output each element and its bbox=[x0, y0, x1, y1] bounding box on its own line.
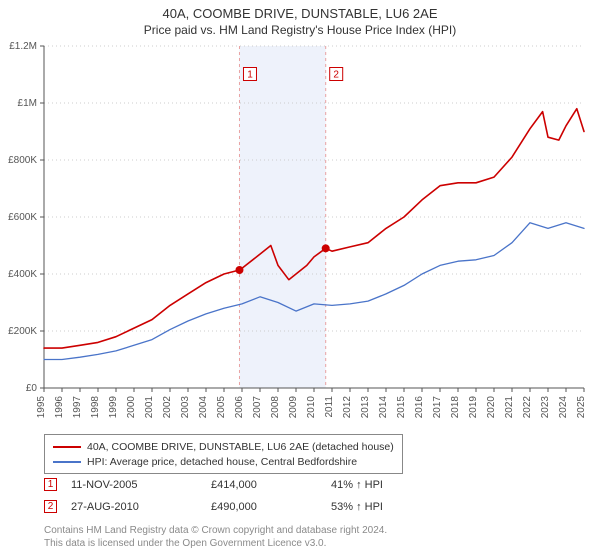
x-tick-label: 2002 bbox=[162, 396, 173, 419]
x-tick-label: 2022 bbox=[522, 396, 533, 419]
x-tick-label: 2014 bbox=[378, 396, 389, 419]
x-tick-label: 2008 bbox=[270, 396, 281, 419]
chart-container: 40A, COOMBE DRIVE, DUNSTABLE, LU6 2AE Pr… bbox=[0, 0, 600, 560]
x-tick-label: 2023 bbox=[540, 396, 551, 419]
x-tick-label: 1995 bbox=[36, 396, 47, 419]
footer-line-2: This data is licensed under the Open Gov… bbox=[44, 537, 387, 550]
x-tick-label: 2015 bbox=[396, 396, 407, 419]
y-tick-label: £1.2M bbox=[9, 41, 37, 52]
x-tick-label: 1999 bbox=[108, 396, 119, 419]
legend-swatch bbox=[53, 461, 81, 463]
y-tick-label: £600K bbox=[8, 212, 37, 223]
x-tick-label: 1998 bbox=[90, 396, 101, 419]
legend-item: 40A, COOMBE DRIVE, DUNSTABLE, LU6 2AE (d… bbox=[53, 439, 394, 454]
x-tick-label: 1996 bbox=[54, 396, 65, 419]
sale-marker-box: 2 bbox=[44, 500, 57, 513]
x-tick-label: 2017 bbox=[432, 396, 443, 419]
x-tick-label: 2010 bbox=[306, 396, 317, 419]
x-tick-label: 2025 bbox=[576, 396, 587, 419]
sale-row: 2 27-AUG-2010£490,00053% ↑ HPI bbox=[44, 500, 383, 513]
x-tick-label: 2019 bbox=[468, 396, 479, 419]
sale-vs-hpi: 53% ↑ HPI bbox=[331, 501, 383, 513]
legend: 40A, COOMBE DRIVE, DUNSTABLE, LU6 2AE (d… bbox=[44, 434, 403, 474]
y-tick-label: £400K bbox=[8, 269, 37, 280]
sale-point-marker bbox=[235, 266, 243, 274]
x-tick-label: 2004 bbox=[198, 396, 209, 419]
sale-date: 11-NOV-2005 bbox=[71, 479, 211, 491]
vline-marker-box: 1 bbox=[243, 68, 256, 81]
x-tick-label: 2012 bbox=[342, 396, 353, 419]
sale-price: £490,000 bbox=[211, 501, 331, 513]
sale-date: 27-AUG-2010 bbox=[71, 501, 211, 513]
sale-marker-box: 1 bbox=[44, 478, 57, 491]
x-tick-label: 2007 bbox=[252, 396, 263, 419]
y-tick-label: £0 bbox=[26, 383, 38, 394]
legend-item: HPI: Average price, detached house, Cent… bbox=[53, 454, 394, 469]
svg-text:2: 2 bbox=[333, 70, 339, 81]
sale-point-marker bbox=[322, 244, 330, 252]
vline-marker-box: 2 bbox=[330, 68, 343, 81]
x-tick-label: 2021 bbox=[504, 396, 515, 419]
x-tick-label: 2000 bbox=[126, 396, 137, 419]
x-tick-label: 2016 bbox=[414, 396, 425, 419]
svg-text:1: 1 bbox=[247, 70, 253, 81]
y-tick-label: £1M bbox=[18, 98, 37, 109]
legend-label: HPI: Average price, detached house, Cent… bbox=[87, 456, 357, 468]
x-tick-label: 1997 bbox=[72, 396, 83, 419]
x-tick-label: 2003 bbox=[180, 396, 191, 419]
legend-label: 40A, COOMBE DRIVE, DUNSTABLE, LU6 2AE (d… bbox=[87, 441, 394, 453]
legend-swatch bbox=[53, 446, 81, 448]
x-tick-label: 2018 bbox=[450, 396, 461, 419]
x-tick-label: 2024 bbox=[558, 396, 569, 419]
y-tick-label: £800K bbox=[8, 155, 37, 166]
sale-vs-hpi: 41% ↑ HPI bbox=[331, 479, 383, 491]
footer-attribution: Contains HM Land Registry data © Crown c… bbox=[44, 524, 387, 550]
x-tick-label: 2020 bbox=[486, 396, 497, 419]
x-tick-label: 2006 bbox=[234, 396, 245, 419]
line-chart: £0 £200K £400K £600K £800K £1M £1.2M 1995 1996 19… bbox=[0, 0, 600, 430]
x-tick-label: 2009 bbox=[288, 396, 299, 419]
sale-price: £414,000 bbox=[211, 479, 331, 491]
x-tick-label: 2011 bbox=[324, 396, 335, 418]
y-tick-label: £200K bbox=[8, 326, 37, 337]
x-tick-label: 2013 bbox=[360, 396, 371, 419]
footer-line-1: Contains HM Land Registry data © Crown c… bbox=[44, 524, 387, 537]
x-tick-label: 2005 bbox=[216, 396, 227, 419]
x-tick-label: 2001 bbox=[144, 396, 155, 419]
sale-row: 1 11-NOV-2005£414,00041% ↑ HPI bbox=[44, 478, 383, 491]
